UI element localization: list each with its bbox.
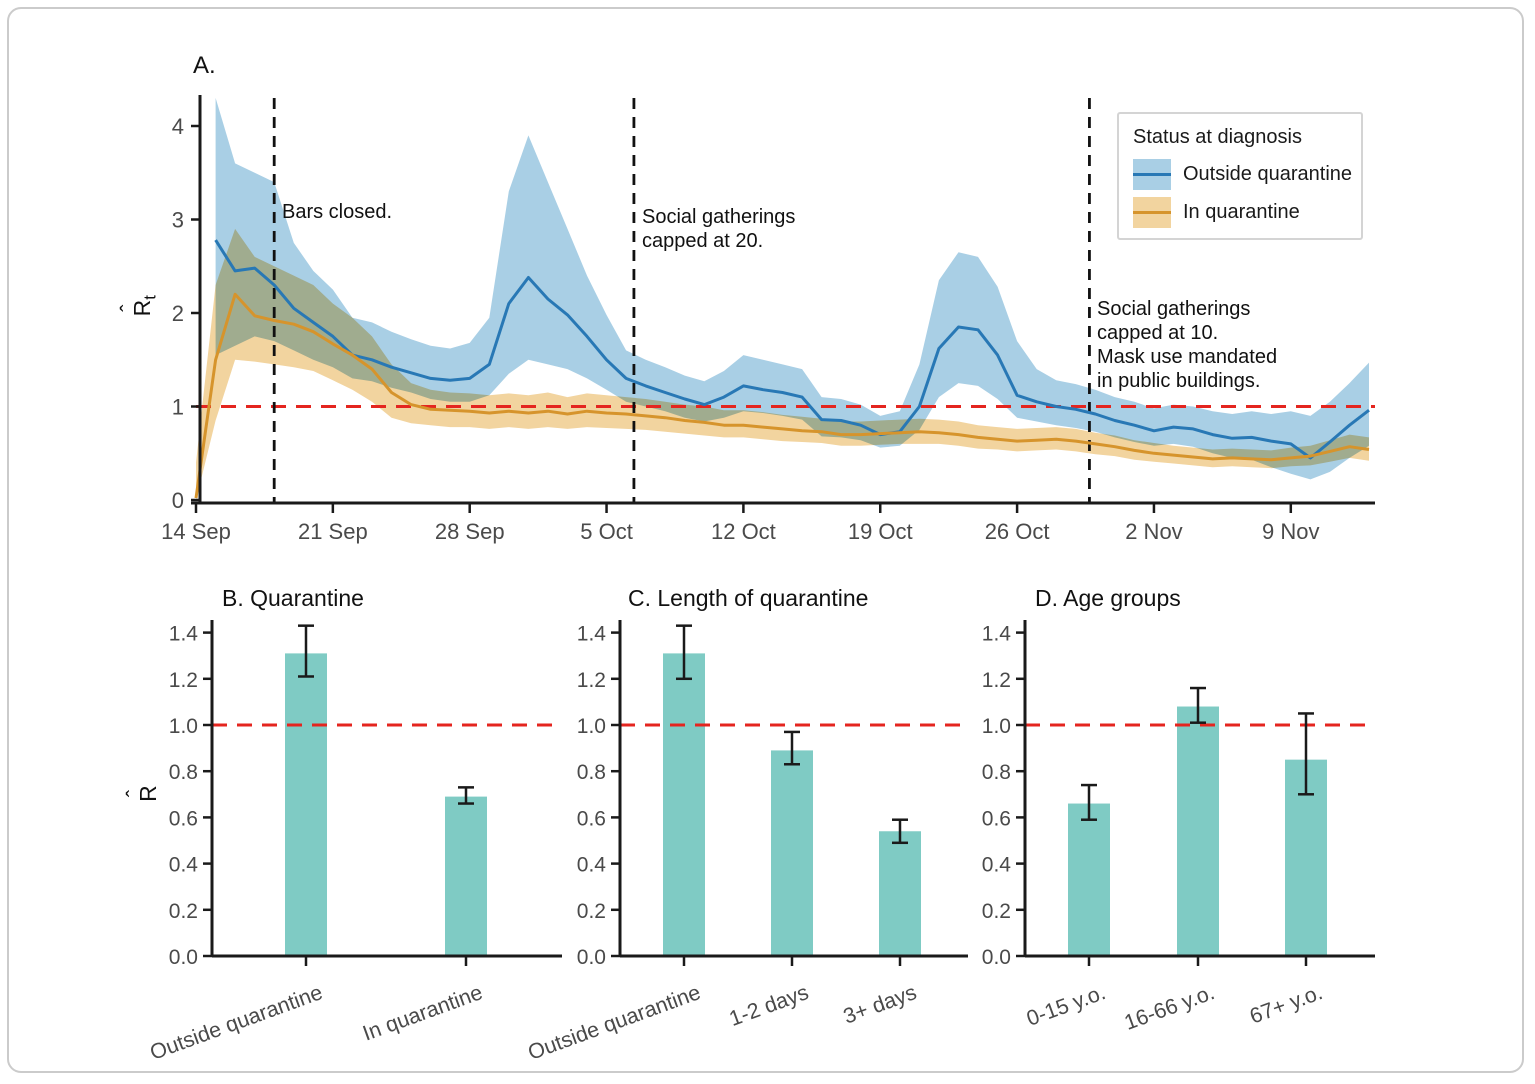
legend: Status at diagnosis Outside quarantine I… [1117, 112, 1363, 240]
y-tick-label: 1.4 [577, 623, 607, 646]
bar-0 [285, 653, 327, 956]
annotation-bars-closed: Bars closed. [282, 201, 393, 223]
category-label-2: 67+ y.o. [1247, 980, 1326, 1028]
line-in-quarantine [194, 292, 1370, 499]
panel-a: 14 Sep 21 Sep 28 Sep 5 Oct 12 Oct 19 Oct 26 Oc… [161, 95, 1375, 544]
y-tick-label: 0.6 [577, 807, 606, 830]
x-tick-label: 28 Sep [435, 519, 505, 544]
panel-d-title: D. Age groups [1035, 585, 1181, 611]
y-tick-label: 1.2 [982, 669, 1011, 692]
x-tick-label: 14 Sep [161, 519, 231, 544]
panel-c-title: C. Length of quarantine [628, 585, 869, 611]
annotation-gatherings-capped-20: Social gatherings capped at 20. [642, 206, 796, 252]
x-tick-label: 21 Sep [298, 519, 368, 544]
y-tick-label: 0.4 [169, 854, 199, 877]
y-tick-label: 0.2 [577, 900, 606, 923]
legend-title: Status at diagnosis [1133, 126, 1302, 148]
y-tick-label: 0.6 [169, 807, 198, 830]
y-tick-label: 0.0 [169, 946, 198, 969]
bar-0 [663, 653, 705, 956]
x-tick-label: 12 Oct [711, 519, 776, 544]
y-tick-label: 1.2 [577, 669, 606, 692]
panel-c: 0.0 0.2 0.4 0.6 0.8 1.0 1.2 1.4 Outside quaranti… [525, 620, 968, 1065]
x-tick-label: 2 Nov [1125, 519, 1182, 544]
y-tick-label: 1.0 [169, 715, 198, 738]
rt-hat: ˆ [116, 304, 142, 312]
y-tick-label: 0.8 [169, 761, 198, 784]
bar-2 [879, 831, 921, 956]
category-label-2: 3+ days [840, 980, 920, 1029]
y-tick-label: 0.2 [169, 900, 198, 923]
y-tick-label: 1 [172, 395, 184, 420]
y-tick-label: 0.2 [982, 900, 1011, 923]
y-tick-label: 1.4 [169, 623, 199, 646]
legend-entry-outside-quarantine: Outside quarantine [1133, 159, 1352, 190]
y-tick-label: 0.8 [577, 761, 606, 784]
category-label-1: 1-2 days [726, 980, 812, 1031]
y-tick-label: 0.8 [982, 761, 1011, 784]
y-tick-label: 2 [172, 301, 184, 326]
legend-entry-in-quarantine: In quarantine [1133, 197, 1347, 228]
y-tick-label: 1.0 [577, 715, 606, 738]
category-label-1: 16-66 y.o. [1121, 980, 1218, 1035]
y-tick-label: 0.6 [982, 807, 1011, 830]
band-in-quarantine [196, 228, 1369, 500]
legend-label-in-quarantine: In quarantine [1183, 201, 1300, 223]
y-tick-label: 0.0 [982, 946, 1011, 969]
band-outside-quarantine [215, 97, 1370, 480]
y-tick-label: 0.4 [982, 854, 1012, 877]
category-label-0: Outside quarantine [525, 980, 704, 1065]
y-tick-label: 3 [172, 208, 184, 233]
legend-swatch-in-quarantine [1133, 197, 1171, 228]
category-label-0: Outside quarantine [147, 980, 326, 1065]
bar-0 [1068, 803, 1110, 956]
x-tick-label: 19 Oct [848, 519, 913, 544]
y-tick-label: 1.4 [982, 623, 1012, 646]
panel-b-title: B. Quarantine [222, 585, 364, 611]
legend-label-outside-quarantine: Outside quarantine [1183, 163, 1353, 185]
category-label-0: 0-15 y.o. [1023, 980, 1108, 1031]
bar-1 [1177, 706, 1219, 956]
panel-a-label: A. [193, 52, 216, 79]
legend-line-in-quarantine [1133, 211, 1171, 214]
bar-1 [445, 796, 487, 956]
y-tick-label: 4 [172, 114, 184, 139]
panel-b: 0.0 0.2 0.4 0.6 0.8 1.0 1.2 1.4 Outside quaranti… [147, 620, 562, 1065]
y-tick-label: 0.4 [577, 854, 607, 877]
line-outside-quarantine [214, 239, 1370, 460]
bar-1 [771, 750, 813, 956]
y-tick-label: 1.0 [982, 715, 1011, 738]
y-tick-label: 0 [172, 488, 184, 513]
legend-swatch-outside-quarantine [1133, 159, 1171, 190]
y-tick-label: 1.2 [169, 669, 198, 692]
y-tick-label: 0.0 [577, 946, 606, 969]
panel-d: 0.0 0.2 0.4 0.6 0.8 1.0 1.2 1.4 0-15 y.o. 16-66 y… [982, 620, 1375, 1035]
x-tick-label: 26 Oct [985, 519, 1050, 544]
x-tick-label: 5 Oct [580, 519, 633, 544]
category-label-1: In quarantine [360, 980, 486, 1045]
annotation-gatherings-capped-10-masks: Social gatherings capped at 10. Mask use… [1097, 298, 1278, 392]
x-tick-label: 9 Nov [1262, 519, 1319, 544]
r-hat: ˆ [122, 789, 148, 798]
legend-line-outside-quarantine [1133, 173, 1171, 176]
